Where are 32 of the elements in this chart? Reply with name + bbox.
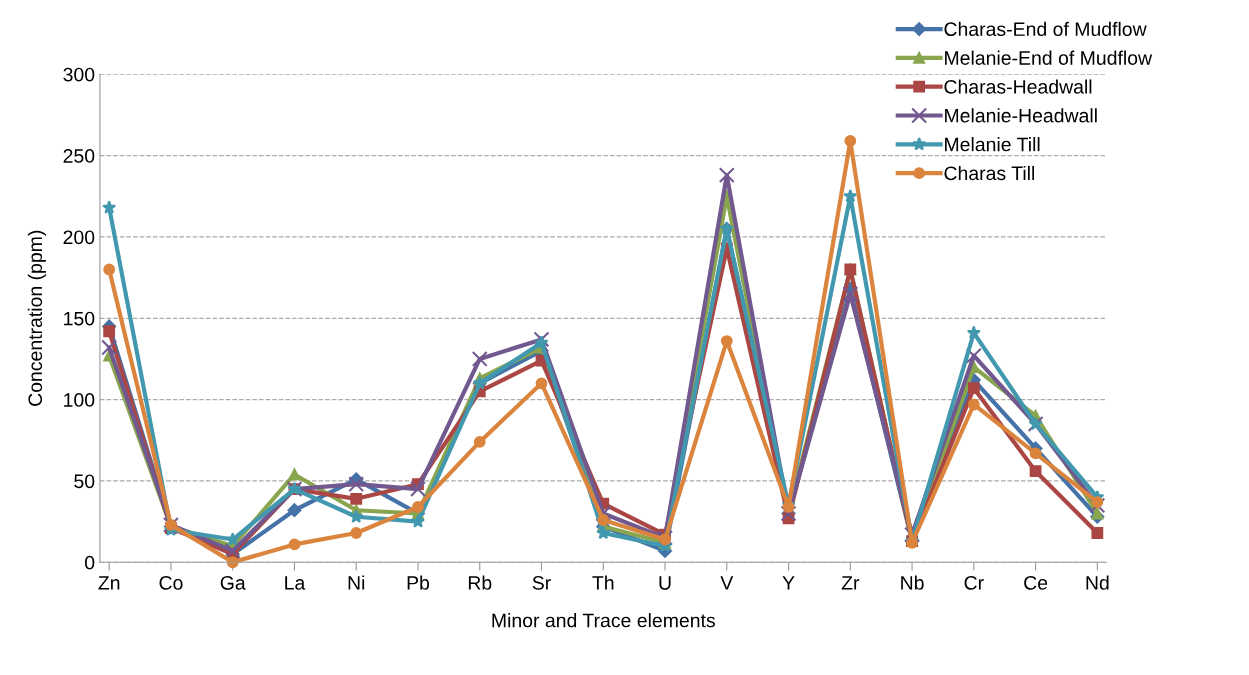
y-tick-label: 100 [64, 393, 95, 407]
legend-label: Charas Till [944, 165, 1035, 181]
x-tick-label: Rb [468, 575, 492, 590]
x-tick-label: Y [782, 576, 795, 590]
y-tick-label: 150 [64, 311, 95, 326]
x-tick-label: Th [592, 575, 614, 590]
legend-label: Melanie Till [945, 137, 1040, 152]
x-tick-label: La [285, 576, 306, 590]
y-tick-label: 250 [63, 149, 95, 163]
y-tick-label: 300 [63, 67, 95, 82]
x-tick-label: Sr [532, 575, 551, 590]
legend-label: Charas-End of Mudflow [944, 21, 1147, 37]
y-tick-label: 200 [63, 230, 95, 245]
x-tick-label: Ni [348, 575, 365, 590]
x-tick-label: Nb [901, 575, 924, 590]
x-tick-label: Ga [220, 575, 246, 590]
x-tick-label: V [720, 576, 734, 590]
y-axis-title: Concentration (ppm) [27, 230, 46, 406]
y-tick-label: 50 [74, 474, 95, 489]
x-tick-label: Ce [1024, 575, 1048, 590]
x-tick-label: Co [159, 575, 183, 590]
x-tick-label: Nd [1086, 575, 1109, 590]
x-tick-label: U [659, 576, 671, 590]
x-tick-label: Pb [407, 575, 430, 590]
legend-label: Melanie-End of Mudflow [945, 50, 1153, 65]
x-tick-label: Zr [841, 576, 860, 590]
legend-label: Charas-Headwall [944, 79, 1092, 94]
x-axis-title: Minor and Trace elements [492, 613, 715, 628]
legend-label: Melanie-Headwall [945, 108, 1097, 123]
x-tick-label: Zn [98, 576, 120, 590]
y-tick-label: 0 [85, 555, 95, 570]
x-tick-label: Cr [964, 575, 984, 590]
